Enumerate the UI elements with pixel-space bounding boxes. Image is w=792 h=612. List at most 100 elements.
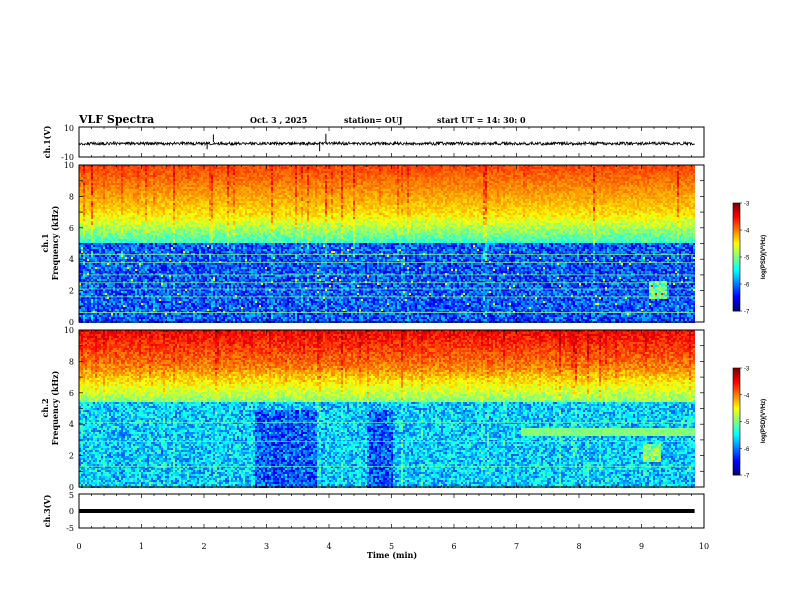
spectrogram-cell [139, 197, 141, 199]
spectrogram-cell [151, 245, 153, 247]
spectrogram-cell [97, 179, 99, 181]
spectrogram-cell [125, 283, 127, 285]
spectrogram-cell [133, 211, 135, 213]
spectrogram-cell [95, 241, 97, 243]
spectrogram-cell [159, 215, 161, 217]
spectrogram-cell [149, 305, 151, 307]
spectrogram-cell [111, 213, 113, 215]
spectrogram-cell [137, 219, 139, 221]
spectrogram-cell [131, 175, 133, 177]
spectrogram-cell [117, 263, 119, 265]
spectrogram-cell [97, 301, 99, 303]
spectrogram-cell [169, 313, 171, 315]
spectrogram-cell [143, 257, 145, 259]
spectrogram-cell [101, 285, 103, 287]
spectrogram-cell [143, 279, 145, 281]
spectrogram-cell [163, 173, 165, 175]
spectrogram-cell [193, 283, 195, 285]
spectrogram-cell [191, 223, 193, 225]
spectrogram-cell [129, 279, 131, 281]
spectrogram-cell [111, 195, 113, 197]
spectrogram-cell [83, 229, 85, 231]
spectrogram-cell [81, 271, 83, 273]
spectrogram-cell [81, 319, 83, 321]
spectrogram-cell [183, 317, 185, 319]
spectrogram-cell [101, 317, 103, 319]
spectrogram-cell [193, 303, 195, 305]
spectrogram-cell [181, 245, 183, 247]
spectrogram-cell [157, 183, 159, 185]
spectrogram-cell [89, 237, 91, 239]
spectrogram-cell [185, 209, 187, 211]
spectrogram-cell [95, 183, 97, 185]
spectrogram-cell [109, 305, 111, 307]
spectrogram-cell [193, 225, 195, 227]
spectrogram-cell [139, 245, 141, 247]
spectrogram-cell [103, 317, 105, 319]
spectrogram-cell [89, 229, 91, 231]
spectrogram-cell [121, 167, 123, 169]
spectrogram-cell [181, 181, 183, 183]
spectrogram-cell [181, 291, 183, 293]
spectrogram-cell [149, 203, 151, 205]
spectrogram-cell [163, 185, 165, 187]
spectrogram-cell [177, 171, 179, 173]
spectrogram-cell [105, 243, 107, 245]
spectrogram-cell [107, 215, 109, 217]
spectrogram-cell [91, 183, 93, 185]
spectrogram-cell [153, 271, 155, 273]
spectrogram-cell [193, 249, 195, 251]
spectrogram-cell [105, 239, 107, 241]
spectrogram-cell [129, 259, 131, 261]
spectrogram-cell [161, 309, 163, 311]
spectrogram-cell [139, 259, 141, 261]
spectrogram-cell [83, 201, 85, 203]
spectrogram-cell [107, 285, 109, 287]
spectrogram-cell [157, 169, 159, 171]
spectrogram-cell [147, 187, 149, 189]
spectrogram-cell [127, 303, 129, 305]
spectrogram-cell [163, 197, 165, 199]
spectrogram-cell [147, 315, 149, 317]
spectrogram-cell [109, 241, 111, 243]
spectrogram-cell [93, 271, 95, 273]
spectrogram-cell [145, 171, 147, 173]
spectrogram-cell [193, 239, 195, 241]
spectrogram-cell [121, 211, 123, 213]
spectrogram-cell [105, 237, 107, 239]
spectrogram-cell [185, 193, 187, 195]
spectrogram-cell [97, 205, 99, 207]
spectrogram-cell [83, 269, 85, 271]
spectrogram-cell [123, 241, 125, 243]
spectrogram-cell [183, 217, 185, 219]
spectrogram-cell [101, 241, 103, 243]
spectrogram-cell [127, 291, 129, 293]
spectrogram-cell [129, 205, 131, 207]
spectrogram-cell [159, 305, 161, 307]
spectrogram-cell [137, 291, 139, 293]
spectrogram-cell [123, 195, 125, 197]
spectrogram-cell [125, 221, 127, 223]
spectrogram-cell [177, 183, 179, 185]
spectrogram-cell [97, 293, 99, 295]
spectrogram-cell [131, 213, 133, 215]
spectrogram-cell [123, 197, 125, 199]
spectrogram-cell [141, 257, 143, 259]
spectrogram-cell [147, 215, 149, 217]
spectrogram-cell [111, 249, 113, 251]
spectrogram-cell [167, 245, 169, 247]
spectrogram-cell [109, 193, 111, 195]
spectrogram-cell [191, 243, 193, 245]
spectrogram-cell [175, 173, 177, 175]
spectrogram-cell [109, 235, 111, 237]
spectrogram-cell [161, 259, 163, 261]
spectrogram-cell [177, 197, 179, 199]
spectrogram-cell [107, 227, 109, 229]
spectrogram-cell [125, 265, 127, 267]
spectrogram-cell [125, 191, 127, 193]
spectrogram-cell [141, 239, 143, 241]
spectrogram-cell [153, 173, 155, 175]
spectrogram-cell [179, 257, 181, 259]
spectrogram-cell [85, 213, 87, 215]
spectrogram-cell [191, 271, 193, 273]
